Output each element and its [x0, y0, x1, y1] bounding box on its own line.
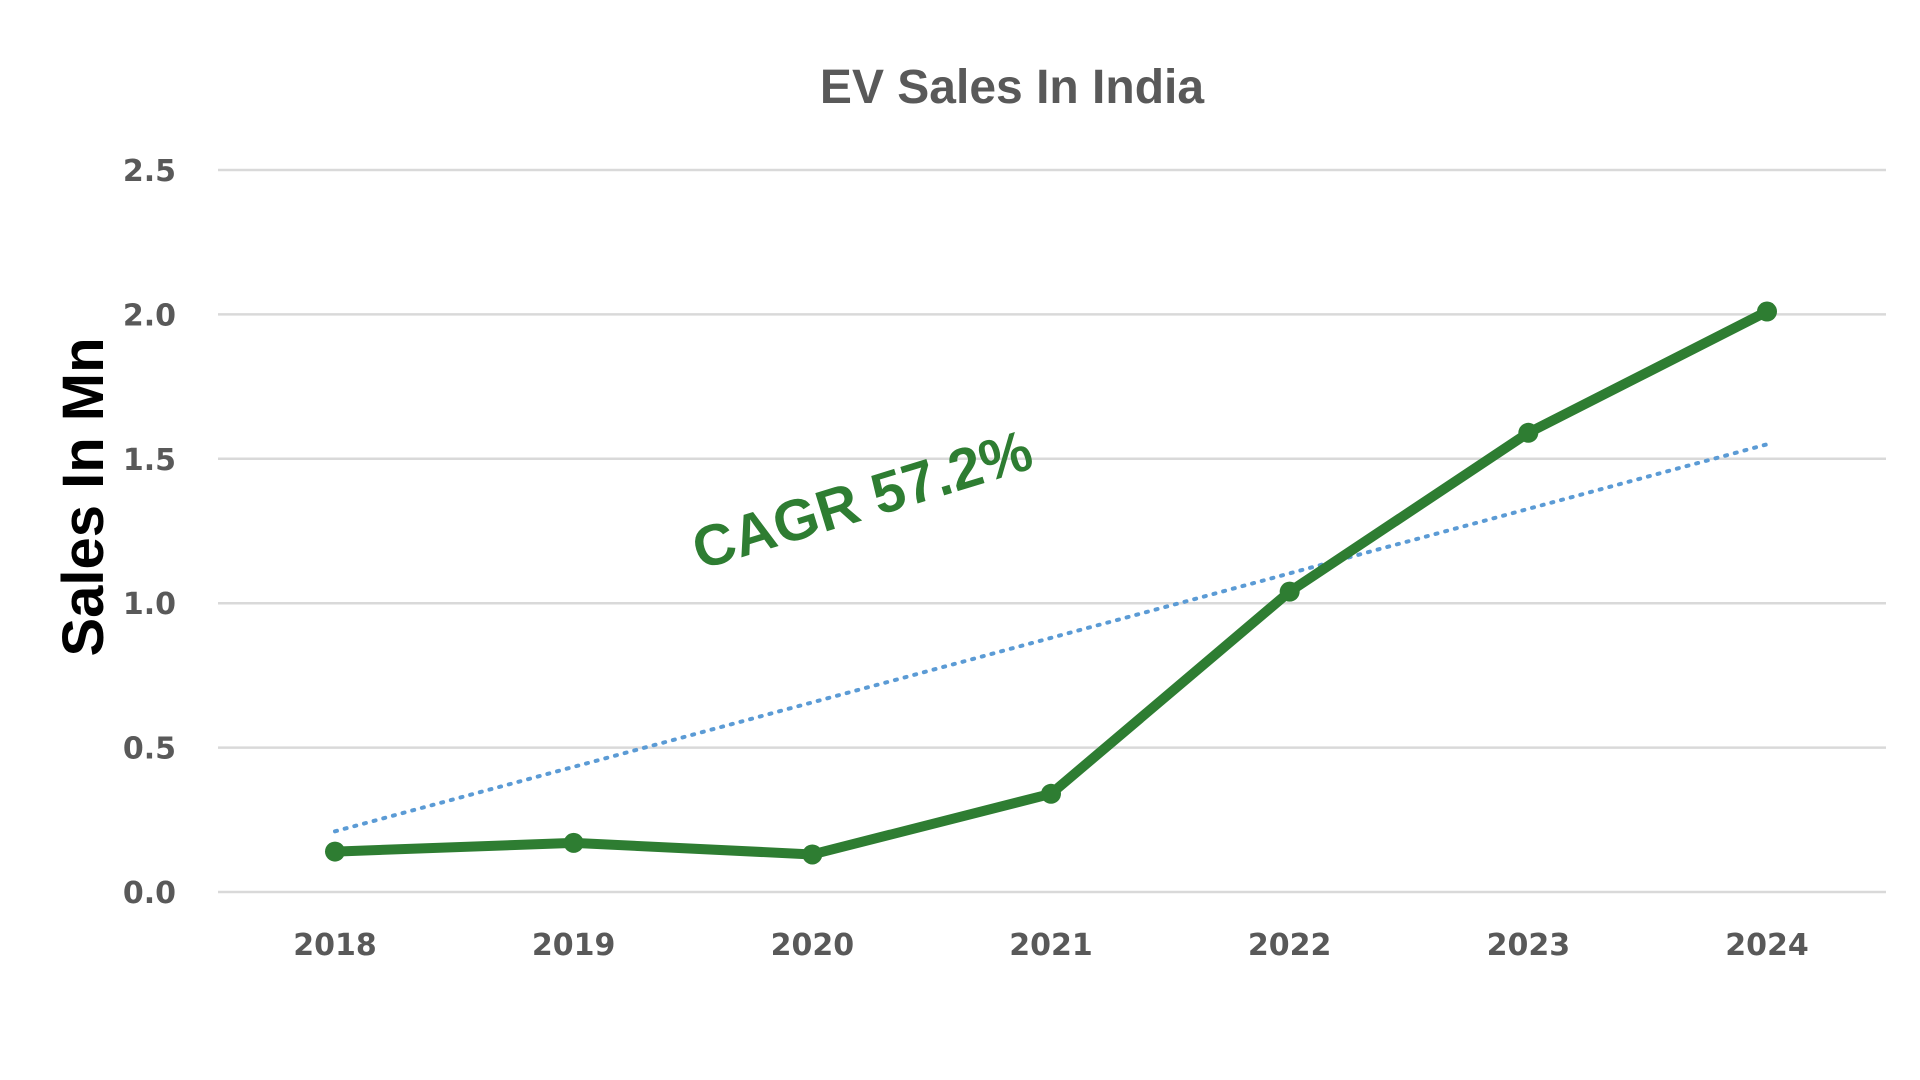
- x-tick-label-2022: 2022: [1248, 928, 1332, 963]
- x-tick-label-2021: 2021: [1009, 928, 1093, 963]
- y-tick-label-1.5: 1.5: [123, 443, 176, 478]
- series-layer: [325, 301, 1777, 865]
- data-point-2020: [802, 844, 823, 865]
- y-tick-label-0.5: 0.5: [123, 732, 176, 767]
- y-axis-title: Sales In Mn: [51, 337, 116, 656]
- data-point-2022: [1279, 581, 1300, 602]
- chart-title: EV Sales In India: [820, 61, 1204, 114]
- y-tick-label-2.0: 2.0: [123, 298, 176, 333]
- x-tick-label-2018: 2018: [293, 928, 377, 963]
- y-tick-label-0.0: 0.0: [123, 876, 176, 911]
- x-tick-label-2023: 2023: [1487, 928, 1571, 963]
- y-tick-label-2.5: 2.5: [123, 154, 176, 189]
- x-axis-ticks: 2018 2019 2020 2021 2022 2023 2024: [293, 928, 1809, 963]
- data-point-2021: [1041, 783, 1061, 804]
- gridlines: [218, 168, 1886, 894]
- data-point-2023: [1518, 422, 1539, 443]
- data-point-2019: [563, 832, 584, 853]
- data-point-2018: [325, 841, 345, 862]
- y-tick-label-1.0: 1.0: [123, 587, 176, 622]
- x-tick-label-2019: 2019: [532, 928, 616, 963]
- x-tick-label-2020: 2020: [771, 928, 855, 963]
- data-point-2024: [1757, 301, 1777, 322]
- x-tick-label-2024: 2024: [1725, 928, 1809, 963]
- y-axis-ticks: 0.0 0.5 1.0 1.5 2.0 2.5: [123, 154, 176, 911]
- trendline-layer: [333, 442, 1769, 834]
- cagr-annotation: CAGR 57.2%: [685, 418, 1040, 583]
- trendline: [333, 442, 1769, 834]
